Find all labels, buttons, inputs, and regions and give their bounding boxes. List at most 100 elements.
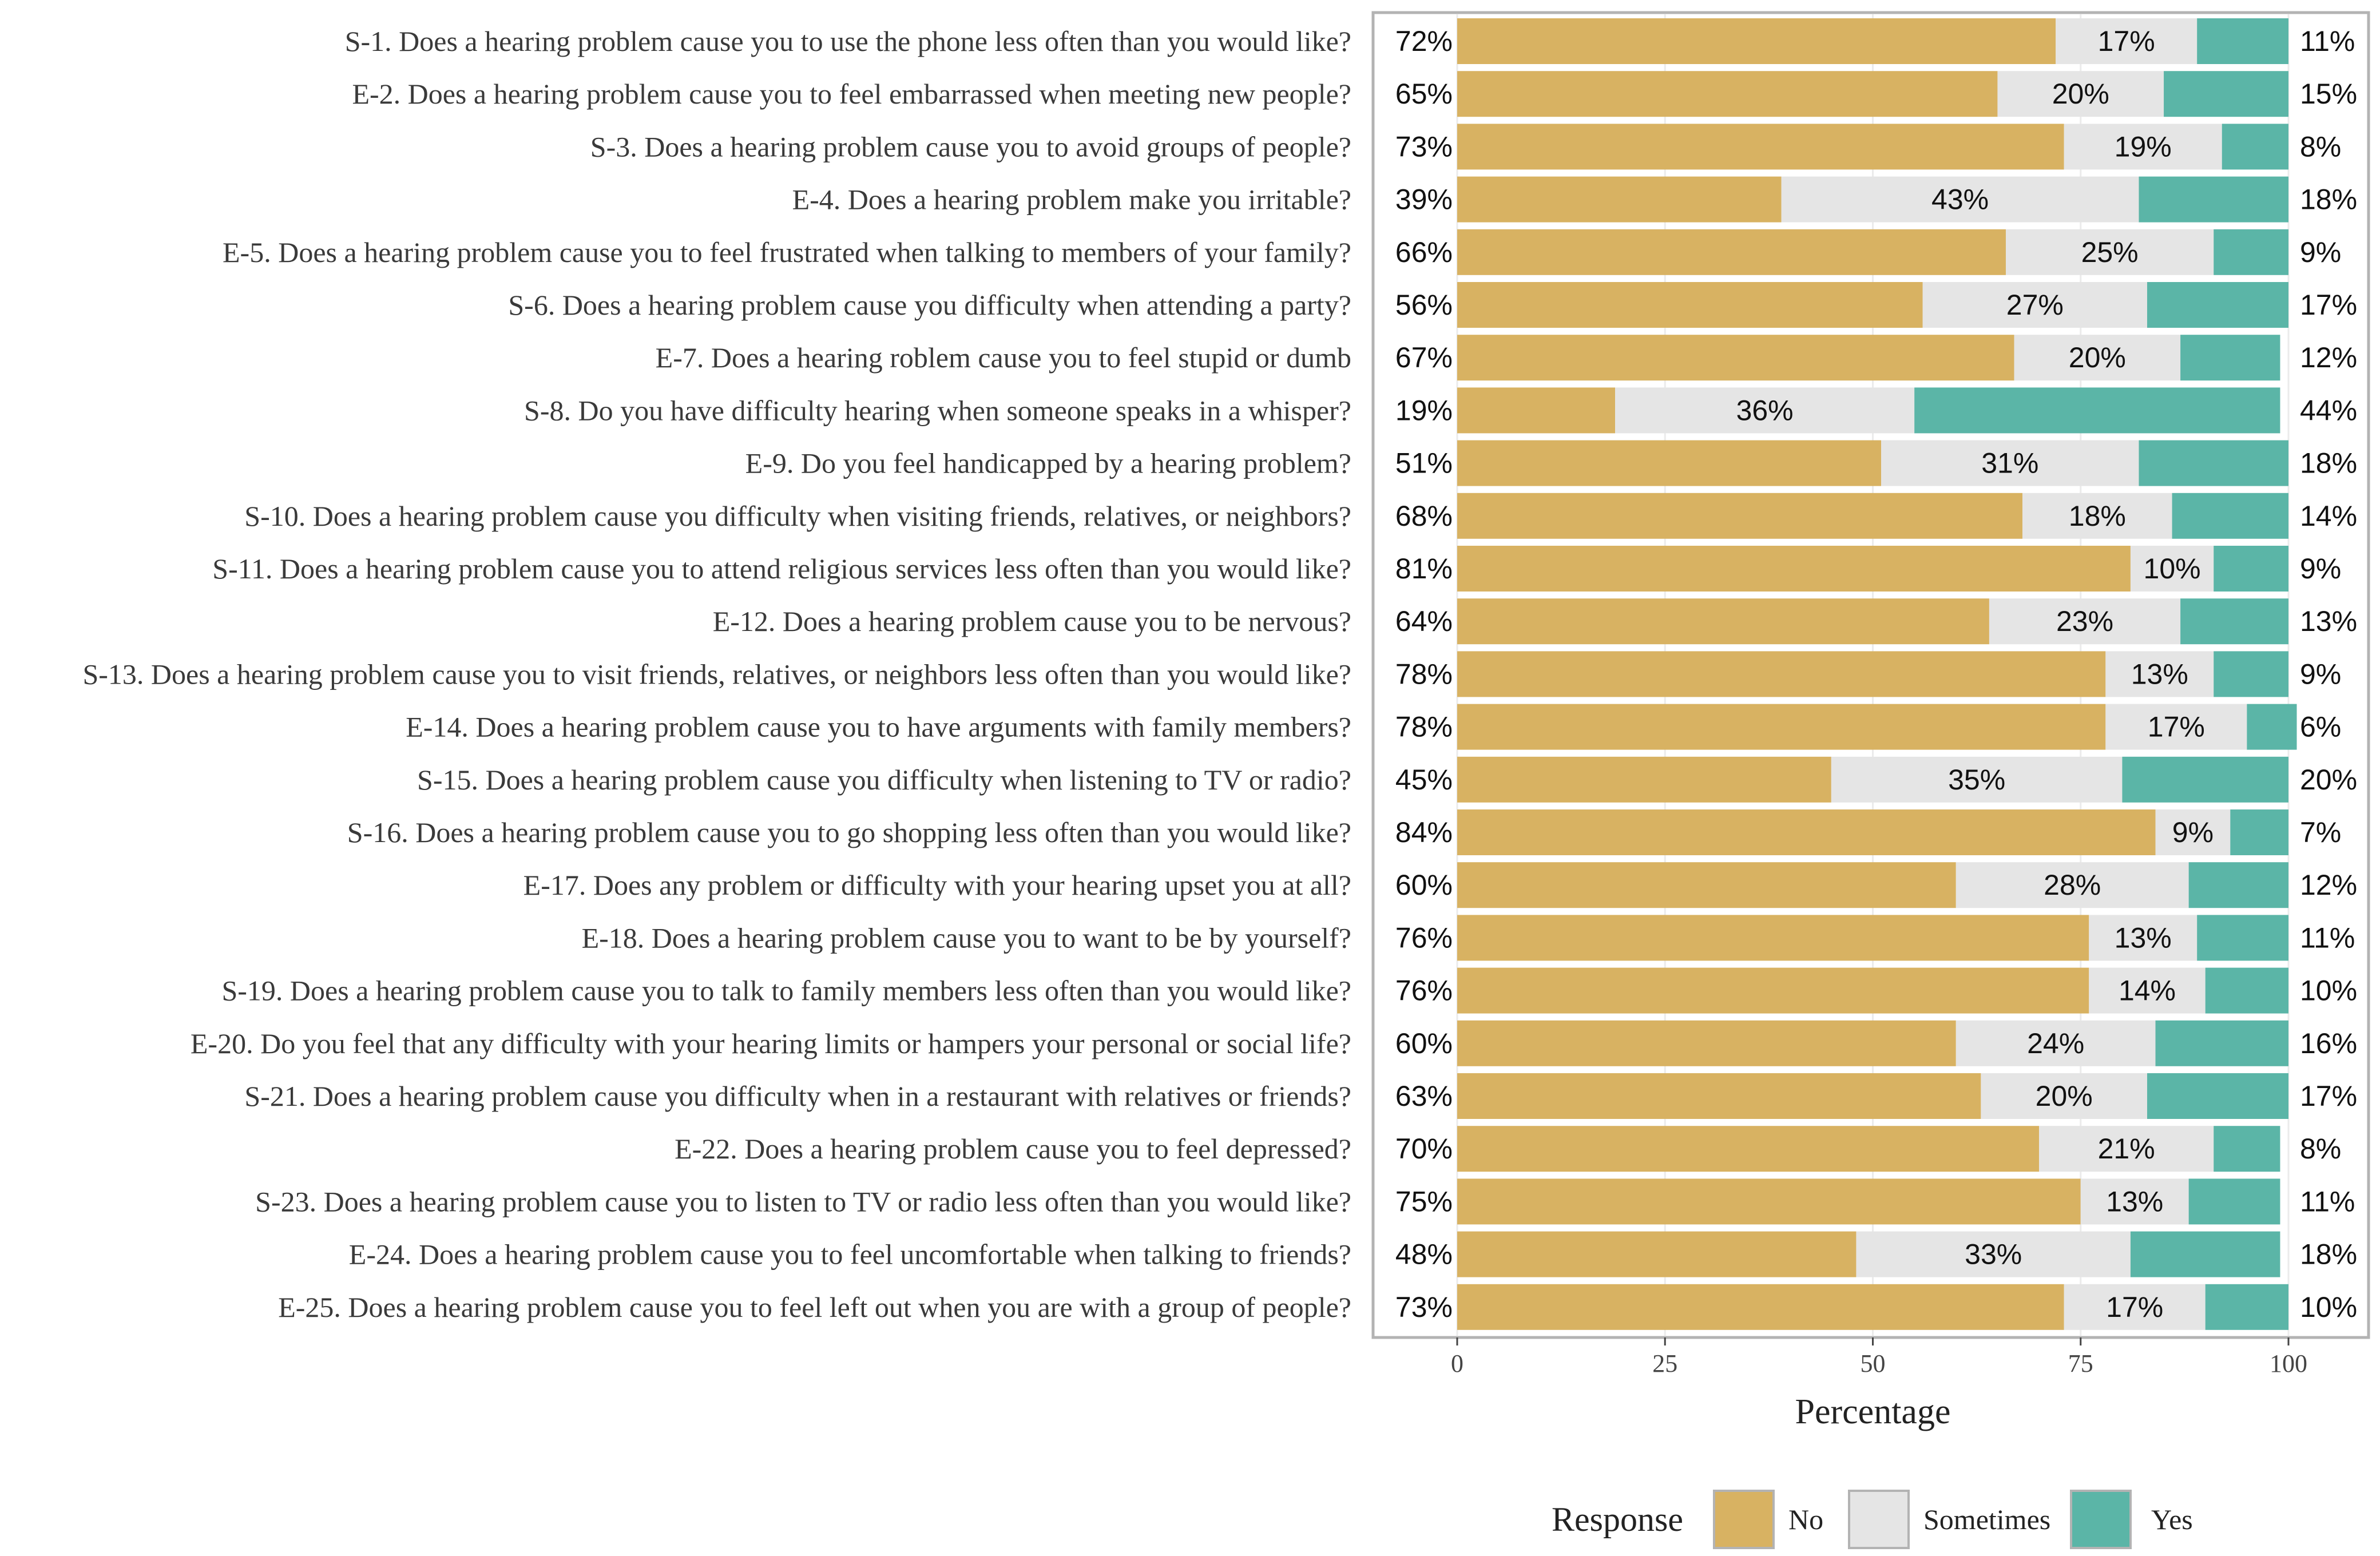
bar-segment-sometimes bbox=[1856, 1231, 2131, 1277]
legend-key-no bbox=[1713, 1490, 1775, 1549]
bar-segment-yes bbox=[2197, 915, 2288, 961]
question-label: E-14. Does a hearing problem cause you t… bbox=[406, 711, 1351, 743]
question-label: S-23. Does a hearing problem cause you t… bbox=[255, 1185, 1351, 1217]
bar-segment-yes bbox=[2205, 1284, 2288, 1330]
bar-segment-no bbox=[1457, 176, 1782, 223]
percent-label-yes: 18% bbox=[2300, 447, 2357, 479]
percent-label-yes: 11% bbox=[2300, 25, 2355, 57]
bar-segment-yes bbox=[2147, 282, 2288, 328]
bar-segment-no bbox=[1457, 1178, 2081, 1225]
percent-label-sometimes: 31% bbox=[1981, 447, 2038, 479]
bar-segment-no bbox=[1457, 1020, 1956, 1066]
bar-segment-sometimes bbox=[2105, 651, 2214, 697]
bar-segment-no bbox=[1457, 71, 1998, 117]
bar-segment-yes bbox=[2139, 176, 2288, 223]
percent-label-sometimes: 33% bbox=[1965, 1239, 2022, 1271]
percent-label-sometimes: 20% bbox=[2036, 1080, 2093, 1112]
bar-segment-sometimes bbox=[1615, 387, 1915, 434]
question-label: E-24. Does a hearing problem cause you t… bbox=[349, 1239, 1351, 1271]
question-label: S-16. Does a hearing problem cause you t… bbox=[347, 816, 1351, 848]
percent-label-no: 51% bbox=[1395, 447, 1453, 479]
question-label: E-25. Does a hearing problem cause you t… bbox=[278, 1291, 1351, 1323]
percent-label-sometimes: 19% bbox=[2115, 130, 2172, 162]
percent-label-no: 73% bbox=[1395, 1291, 1453, 1323]
percent-label-yes: 10% bbox=[2300, 1291, 2357, 1323]
x-tick-label: 50 bbox=[1861, 1349, 1886, 1378]
bar-segment-sometimes bbox=[1955, 862, 2189, 908]
question-label: S-21. Does a hearing problem cause you d… bbox=[244, 1080, 1351, 1112]
percent-label-no: 73% bbox=[1395, 130, 1453, 162]
percent-label-sometimes: 17% bbox=[2106, 1291, 2163, 1323]
percent-label-sometimes: 9% bbox=[2172, 816, 2214, 848]
percent-label-yes: 20% bbox=[2300, 764, 2357, 796]
bar-segment-no bbox=[1457, 651, 2106, 697]
percent-label-yes: 9% bbox=[2300, 553, 2341, 585]
percent-label-yes: 7% bbox=[2300, 816, 2341, 848]
question-label: S-11. Does a hearing problem cause you t… bbox=[212, 553, 1351, 585]
percent-label-no: 75% bbox=[1395, 1185, 1453, 1217]
percent-label-no: 84% bbox=[1395, 816, 1453, 848]
bar-segment-yes bbox=[2197, 18, 2288, 64]
question-label: E-12. Does a hearing problem cause you t… bbox=[713, 605, 1351, 637]
bar-segment-no bbox=[1457, 124, 2064, 170]
x-tick-label: 100 bbox=[2270, 1349, 2307, 1378]
percent-label-yes: 11% bbox=[2300, 1185, 2355, 1217]
percent-label-no: 63% bbox=[1395, 1080, 1453, 1112]
bar-segment-yes bbox=[2164, 71, 2288, 117]
question-label: E-4. Does a hearing problem make you irr… bbox=[792, 184, 1351, 216]
bar-segment-no bbox=[1457, 756, 1831, 803]
bar-segment-yes bbox=[2247, 704, 2297, 750]
percent-label-no: 68% bbox=[1395, 500, 1453, 532]
percent-label-no: 70% bbox=[1395, 1133, 1453, 1165]
bar-segment-sometimes bbox=[1881, 440, 2139, 486]
bar-segment-no bbox=[1457, 598, 1989, 645]
bar-segment-sometimes bbox=[2014, 335, 2181, 381]
bar-segment-no bbox=[1457, 335, 2014, 381]
percent-label-sometimes: 25% bbox=[2081, 236, 2139, 268]
bar-segment-sometimes bbox=[2039, 1126, 2214, 1172]
bar-segment-yes bbox=[2230, 809, 2288, 855]
bar-segment-sometimes bbox=[2056, 18, 2197, 64]
bar-segment-no bbox=[1457, 18, 2056, 64]
percent-label-no: 64% bbox=[1395, 605, 1453, 637]
x-tick-label: 75 bbox=[2068, 1349, 2093, 1378]
bar-segment-no bbox=[1457, 440, 1882, 486]
legend-label-sometimes: Sometimes bbox=[1923, 1503, 2050, 1535]
percent-label-sometimes: 13% bbox=[2131, 658, 2188, 690]
percent-label-no: 45% bbox=[1395, 764, 1453, 796]
bar-segment-no bbox=[1457, 915, 2089, 961]
percent-label-sometimes: 28% bbox=[2044, 869, 2101, 901]
bar-segment-yes bbox=[2172, 493, 2288, 539]
percent-label-yes: 15% bbox=[2300, 78, 2357, 110]
bar-segment-sometimes bbox=[2064, 1284, 2206, 1330]
bar-segment-sometimes bbox=[1955, 1020, 2156, 1066]
percent-label-sometimes: 23% bbox=[2056, 605, 2113, 637]
question-label: S-10. Does a hearing problem cause you d… bbox=[244, 500, 1351, 532]
question-label: E-22. Does a hearing problem cause you t… bbox=[675, 1133, 1351, 1165]
percent-label-yes: 17% bbox=[2300, 1080, 2357, 1112]
bar-segment-sometimes bbox=[2155, 809, 2231, 855]
bar-segment-sometimes bbox=[2105, 704, 2247, 750]
bar-segment-no bbox=[1457, 862, 1956, 908]
bar-segment-no bbox=[1457, 493, 2023, 539]
percent-label-sometimes: 27% bbox=[2006, 289, 2064, 321]
percent-label-yes: 18% bbox=[2300, 1239, 2357, 1271]
percent-label-no: 78% bbox=[1395, 711, 1453, 743]
question-label: S-6. Does a hearing problem cause you di… bbox=[508, 289, 1351, 321]
percent-label-yes: 12% bbox=[2300, 869, 2357, 901]
legend-key-yes bbox=[2070, 1490, 2132, 1549]
bar-segment-sometimes bbox=[2064, 124, 2222, 170]
question-label: E-7. Does a hearing roblem cause you to … bbox=[656, 342, 1351, 374]
bar-segment-sometimes bbox=[1989, 598, 2181, 645]
question-label: S-15. Does a hearing problem cause you d… bbox=[417, 764, 1351, 796]
bar-segment-sometimes bbox=[2005, 229, 2214, 275]
bar-segment-sometimes bbox=[2022, 493, 2172, 539]
percent-label-sometimes: 17% bbox=[2148, 711, 2205, 743]
question-labels: S-1. Does a hearing problem cause you to… bbox=[82, 25, 1351, 1323]
percent-label-sometimes: 36% bbox=[1736, 394, 1794, 426]
bar-segment-sometimes bbox=[1922, 282, 2147, 328]
question-label: E-5. Does a hearing problem cause you to… bbox=[223, 236, 1351, 268]
bar-segment-yes bbox=[2214, 546, 2288, 592]
bar-segment-no bbox=[1457, 967, 2089, 1014]
percent-label-no: 78% bbox=[1395, 658, 1453, 690]
